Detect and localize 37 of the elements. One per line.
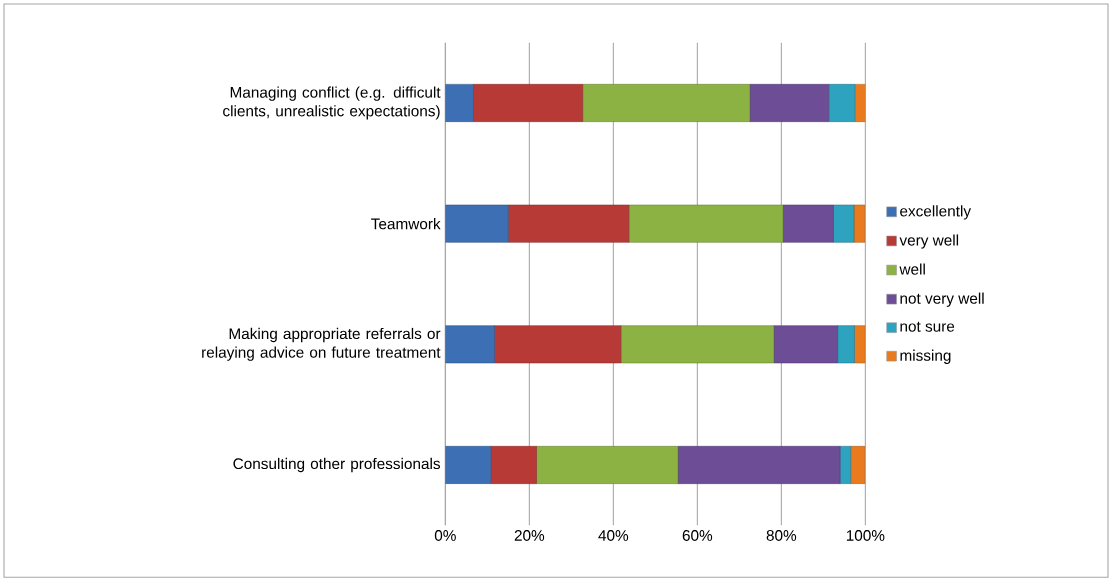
legend-label: well	[899, 263, 925, 275]
y-tick-label: Making appropriate referrals or relaying advice on future treatment	[202, 327, 441, 361]
y-tick-label: Teamwork	[371, 217, 441, 230]
legend-label: missing	[900, 349, 951, 364]
bar	[508, 204, 630, 243]
bar	[837, 325, 855, 364]
x-tick-label: 40%	[598, 529, 629, 541]
x-tick-label: 80%	[766, 529, 797, 541]
bar	[828, 83, 856, 122]
bar	[620, 325, 775, 364]
bar	[445, 204, 509, 243]
bar	[536, 445, 679, 484]
bar	[582, 83, 751, 122]
bar	[445, 445, 491, 484]
bar	[854, 83, 866, 122]
legend-label: very well	[899, 234, 959, 249]
x-tick-label: 20%	[514, 529, 545, 541]
y-tick-label: Managing conflict (e.g. difficult clients, unrealistic expectations)	[223, 86, 441, 120]
x-tick-label: 60%	[682, 529, 713, 541]
bar	[833, 204, 855, 243]
bar	[839, 445, 851, 484]
legend-label: excellently	[900, 205, 972, 220]
bar	[749, 83, 830, 122]
bar	[677, 445, 841, 484]
bar	[782, 204, 834, 243]
bar	[628, 204, 784, 243]
bar	[773, 325, 838, 364]
bar	[445, 83, 474, 122]
bar	[494, 325, 622, 364]
bar	[473, 83, 583, 122]
y-tick-label: Consulting other professionals	[233, 457, 441, 472]
bar	[445, 325, 495, 364]
x-tick-label: 0%	[434, 529, 456, 541]
bar	[490, 445, 537, 484]
x-tick-label: 100%	[846, 529, 885, 541]
legend-label: not very well	[900, 292, 984, 307]
legend-label: not sure	[900, 321, 955, 332]
